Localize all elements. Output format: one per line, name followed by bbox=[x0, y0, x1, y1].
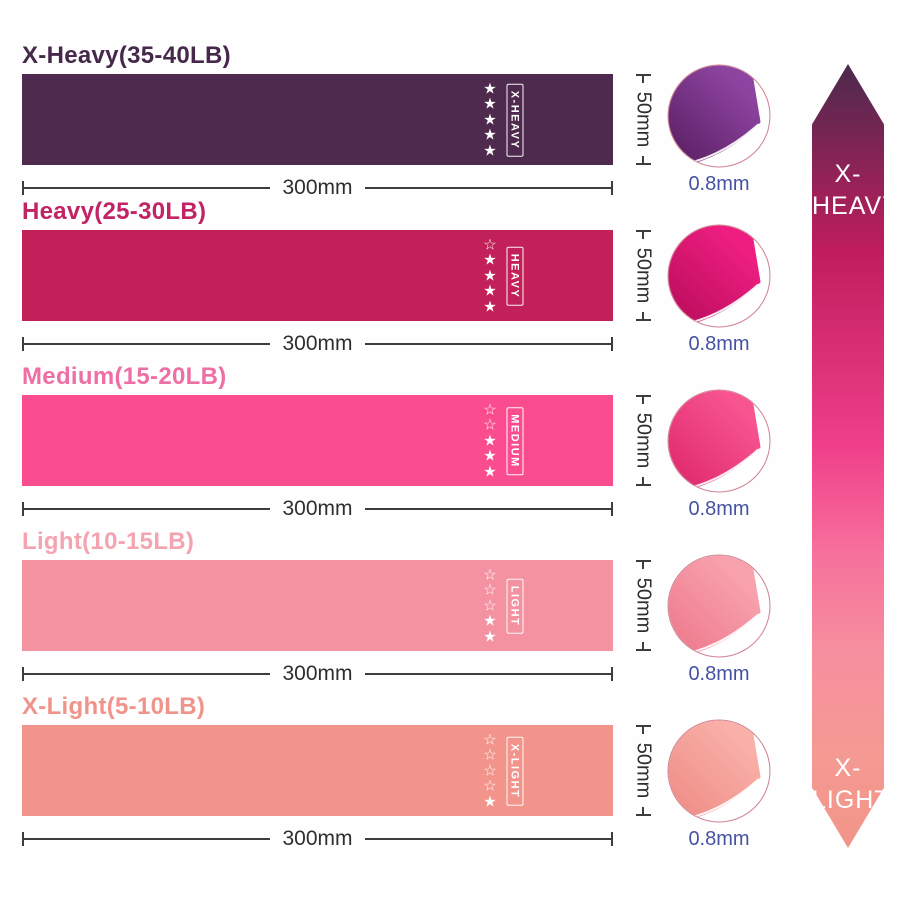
height-dimension: 50mm bbox=[623, 74, 663, 165]
height-dimension: 50mm bbox=[623, 230, 663, 321]
dim-line bbox=[24, 508, 271, 510]
band-section-xheavy: X-Heavy(35-40LB) ★ ★ ★ ★ ★ X-HEAVY 300mm… bbox=[22, 40, 655, 200]
width-dimension-label: 300mm bbox=[282, 662, 353, 685]
band-title: Medium(15-20LB) bbox=[22, 363, 227, 390]
band-section-heavy: Heavy(25-30LB) ☆ ★ ★ ★ ★ HEAVY 300mm 50m… bbox=[22, 196, 655, 356]
dim-tick-bottom bbox=[635, 642, 651, 651]
width-dimension-label: 300mm bbox=[282, 176, 353, 199]
dim-tick-bottom bbox=[635, 807, 651, 816]
thickness-callout: 0.8mm bbox=[663, 719, 775, 851]
thickness-label: 0.8mm bbox=[688, 498, 750, 520]
height-dimension: 50mm bbox=[623, 725, 663, 816]
dim-tick-right bbox=[611, 502, 613, 516]
dim-tick-left bbox=[22, 337, 24, 351]
band-title: X-Heavy(35-40LB) bbox=[22, 42, 231, 69]
band-title: X-Light(5-10LB) bbox=[22, 693, 206, 720]
dim-tick-left bbox=[22, 832, 24, 846]
width-dimension: 300mm bbox=[22, 332, 613, 356]
width-dimension: 300mm bbox=[22, 176, 613, 200]
band-tag: MEDIUM bbox=[506, 406, 524, 475]
folded-band-image bbox=[667, 64, 771, 168]
dim-tick-bottom bbox=[635, 156, 651, 165]
band-rect: ☆ ☆ ★ ★ ★ MEDIUM bbox=[22, 395, 613, 486]
band-tag: HEAVY bbox=[506, 246, 524, 305]
band-rect: ☆ ★ ★ ★ ★ HEAVY bbox=[22, 230, 613, 321]
thickness-callout: 0.8mm bbox=[663, 554, 775, 686]
star-rating: ☆ ☆ ☆ ★ ★ bbox=[483, 565, 497, 645]
band-title: Heavy(25-30LB) bbox=[22, 198, 207, 225]
thickness-callout: 0.8mm bbox=[663, 224, 775, 356]
band-section-light: Light(10-15LB) ☆ ☆ ☆ ★ ★ LIGHT 300mm 50m… bbox=[22, 526, 655, 686]
dim-line bbox=[24, 343, 271, 345]
thickness-label: 0.8mm bbox=[688, 663, 750, 685]
thickness-label: 0.8mm bbox=[688, 173, 750, 195]
dim-tick-top bbox=[635, 395, 651, 404]
dim-tick-right bbox=[611, 181, 613, 195]
dim-tick-bottom bbox=[635, 312, 651, 321]
dim-line bbox=[364, 187, 611, 189]
dim-tick-left bbox=[22, 502, 24, 516]
dim-tick-right bbox=[611, 337, 613, 351]
dim-line bbox=[364, 838, 611, 840]
dim-tick-top bbox=[635, 560, 651, 569]
dim-tick-top bbox=[635, 74, 651, 83]
star-rating: ★ ★ ★ ★ ★ bbox=[483, 79, 497, 159]
width-dimension-label: 300mm bbox=[282, 827, 353, 850]
folded-band-image bbox=[667, 554, 771, 658]
dim-tick-bottom bbox=[635, 477, 651, 486]
dim-tick-top bbox=[635, 725, 651, 734]
folded-band-image bbox=[667, 389, 771, 493]
dim-tick-right bbox=[611, 832, 613, 846]
thickness-label: 0.8mm bbox=[688, 828, 750, 850]
star-rating: ☆ ☆ ★ ★ ★ bbox=[483, 400, 497, 480]
thickness-callout: 0.8mm bbox=[663, 389, 775, 521]
thickness-callout: 0.8mm bbox=[663, 64, 775, 196]
height-dimension-label: 50mm bbox=[632, 412, 655, 469]
band-tag: X-HEAVY bbox=[506, 83, 524, 156]
width-dimension-label: 300mm bbox=[282, 497, 353, 520]
scale-top-label: X- HEAVY bbox=[812, 160, 900, 220]
band-rect: ☆ ☆ ☆ ★ ★ LIGHT bbox=[22, 560, 613, 651]
dim-tick-right bbox=[611, 667, 613, 681]
height-dimension-label: 50mm bbox=[632, 577, 655, 634]
width-dimension-label: 300mm bbox=[282, 332, 353, 355]
height-dimension-label: 50mm bbox=[632, 247, 655, 304]
height-dimension-label: 50mm bbox=[632, 742, 655, 799]
band-section-medium: Medium(15-20LB) ☆ ☆ ★ ★ ★ MEDIUM 300mm 5… bbox=[22, 361, 655, 521]
band-tag: LIGHT bbox=[506, 578, 524, 633]
band-rect: ☆ ☆ ☆ ☆ ★ X-LIGHT bbox=[22, 725, 613, 816]
dim-tick-left bbox=[22, 181, 24, 195]
height-dimension: 50mm bbox=[623, 395, 663, 486]
folded-band-image bbox=[667, 224, 771, 328]
dim-tick-top bbox=[635, 230, 651, 239]
folded-band-image bbox=[667, 719, 771, 823]
star-rating: ☆ ★ ★ ★ ★ bbox=[483, 235, 497, 315]
scale-bottom-label: X- LIGHT bbox=[812, 754, 891, 814]
band-title: Light(10-15LB) bbox=[22, 528, 195, 555]
star-rating: ☆ ☆ ☆ ☆ ★ bbox=[483, 730, 497, 810]
dim-tick-left bbox=[22, 667, 24, 681]
dim-line bbox=[24, 838, 271, 840]
dim-line bbox=[364, 343, 611, 345]
band-rect: ★ ★ ★ ★ ★ X-HEAVY bbox=[22, 74, 613, 165]
height-dimension: 50mm bbox=[623, 560, 663, 651]
width-dimension: 300mm bbox=[22, 497, 613, 521]
band-section-xlight: X-Light(5-10LB) ☆ ☆ ☆ ☆ ★ X-LIGHT 300mm … bbox=[22, 691, 655, 851]
strength-scale-arrow: X- HEAVY X- LIGHT bbox=[812, 64, 884, 848]
width-dimension: 300mm bbox=[22, 662, 613, 686]
dim-line bbox=[364, 508, 611, 510]
dim-line bbox=[24, 187, 271, 189]
band-tag: X-LIGHT bbox=[506, 736, 524, 805]
dim-line bbox=[364, 673, 611, 675]
width-dimension: 300mm bbox=[22, 827, 613, 851]
thickness-label: 0.8mm bbox=[688, 333, 750, 355]
dim-line bbox=[24, 673, 271, 675]
height-dimension-label: 50mm bbox=[632, 91, 655, 148]
